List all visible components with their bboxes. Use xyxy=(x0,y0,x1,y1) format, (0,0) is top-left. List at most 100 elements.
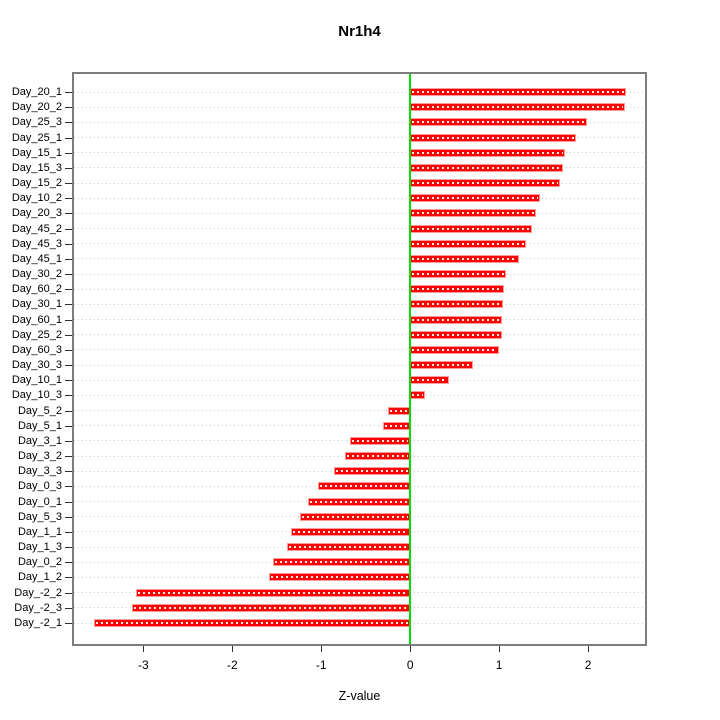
y-axis-label: Day_30_1 xyxy=(11,298,62,311)
y-axis-label: Day_-2_1 xyxy=(14,617,62,629)
y-axis-label: Day_45_2 xyxy=(11,222,62,235)
y-tick xyxy=(65,607,72,609)
bar xyxy=(410,148,565,157)
y-tick xyxy=(65,92,72,93)
bar xyxy=(410,133,576,142)
y-tick xyxy=(65,289,72,291)
y-tick xyxy=(65,213,72,215)
y-tick xyxy=(65,501,72,503)
y-axis-label: Day_3_2 xyxy=(17,450,62,463)
bar xyxy=(410,194,541,203)
bar xyxy=(273,558,411,567)
y-tick xyxy=(65,471,72,473)
bar xyxy=(94,619,411,627)
bar xyxy=(410,163,564,172)
x-tick xyxy=(587,646,589,652)
y-tick xyxy=(65,456,72,458)
bar xyxy=(410,88,627,96)
y-tick xyxy=(65,243,72,245)
bar xyxy=(299,512,411,521)
gridline xyxy=(74,182,645,184)
y-axis-label: Day_45_1 xyxy=(11,252,62,265)
y-tick xyxy=(65,228,72,230)
gridline xyxy=(74,106,645,108)
gridline xyxy=(74,91,645,93)
y-axis-label: Day_10_3 xyxy=(11,389,62,402)
y-axis-label: Day_10_1 xyxy=(11,374,62,387)
y-tick xyxy=(65,349,72,351)
y-axis-label: Day_15_1 xyxy=(11,146,62,159)
y-tick xyxy=(65,198,72,200)
y-axis-label: Day_0_1 xyxy=(17,495,62,508)
bar xyxy=(317,482,411,491)
gridline xyxy=(74,379,645,381)
bar xyxy=(410,376,450,385)
y-axis-label: Day_15_2 xyxy=(11,177,62,190)
y-tick xyxy=(65,486,72,488)
chart-title: Nr1h4 xyxy=(338,23,381,40)
bar xyxy=(307,497,411,506)
gridline xyxy=(74,410,645,412)
y-tick xyxy=(65,531,72,533)
y-tick xyxy=(65,395,72,397)
y-tick xyxy=(65,592,72,594)
bar xyxy=(387,406,411,415)
bar xyxy=(410,118,588,127)
bar xyxy=(410,103,625,112)
y-tick xyxy=(65,319,72,321)
y-axis-label: Day_20_3 xyxy=(11,207,62,220)
bar xyxy=(345,452,411,461)
y-tick xyxy=(65,122,72,124)
x-tick-label: -3 xyxy=(138,658,149,672)
bar xyxy=(136,588,411,597)
y-axis-label: Day_25_2 xyxy=(11,328,62,341)
gridline xyxy=(74,121,645,123)
y-axis-label: Day_1_1 xyxy=(17,525,62,538)
y-tick xyxy=(65,623,72,624)
gridline xyxy=(74,137,645,138)
gridline xyxy=(74,152,645,154)
y-tick xyxy=(65,410,72,412)
gridline xyxy=(74,319,645,321)
y-axis-label: Day_5_3 xyxy=(17,510,62,523)
zero-line xyxy=(409,74,412,644)
x-tick xyxy=(409,646,411,652)
bar xyxy=(410,254,519,263)
y-axis-label: Day_3_3 xyxy=(17,465,62,478)
bar xyxy=(286,543,411,552)
gridline xyxy=(74,364,645,366)
y-tick xyxy=(65,365,72,367)
y-tick xyxy=(65,516,72,518)
bar xyxy=(382,421,411,430)
gridline xyxy=(74,243,645,245)
y-tick xyxy=(65,107,72,109)
y-tick xyxy=(65,167,72,169)
y-axis-label: Day_60_1 xyxy=(11,313,62,326)
bar xyxy=(410,391,426,400)
y-tick xyxy=(65,183,72,185)
bar xyxy=(410,330,502,339)
bar xyxy=(410,345,500,354)
x-tick xyxy=(231,646,233,652)
bar xyxy=(333,467,411,476)
bar xyxy=(410,224,533,233)
y-tick xyxy=(65,425,72,427)
y-axis-label: Day_45_3 xyxy=(11,237,62,250)
y-tick xyxy=(65,274,72,276)
bar xyxy=(268,573,411,582)
gridline xyxy=(74,258,645,260)
gridline xyxy=(74,288,645,290)
bar xyxy=(131,603,411,612)
y-tick xyxy=(65,334,72,336)
bar xyxy=(410,270,507,279)
y-tick xyxy=(65,562,72,564)
x-tick-label: -1 xyxy=(315,658,327,672)
y-axis-label: Day_0_2 xyxy=(17,556,62,569)
bar xyxy=(291,527,411,536)
y-tick xyxy=(65,137,72,139)
y-axis-label: Day_25_3 xyxy=(11,116,62,129)
y-axis-label: Day_60_3 xyxy=(11,343,62,356)
x-tick xyxy=(498,646,500,652)
bar xyxy=(410,209,537,218)
bar xyxy=(410,315,502,324)
